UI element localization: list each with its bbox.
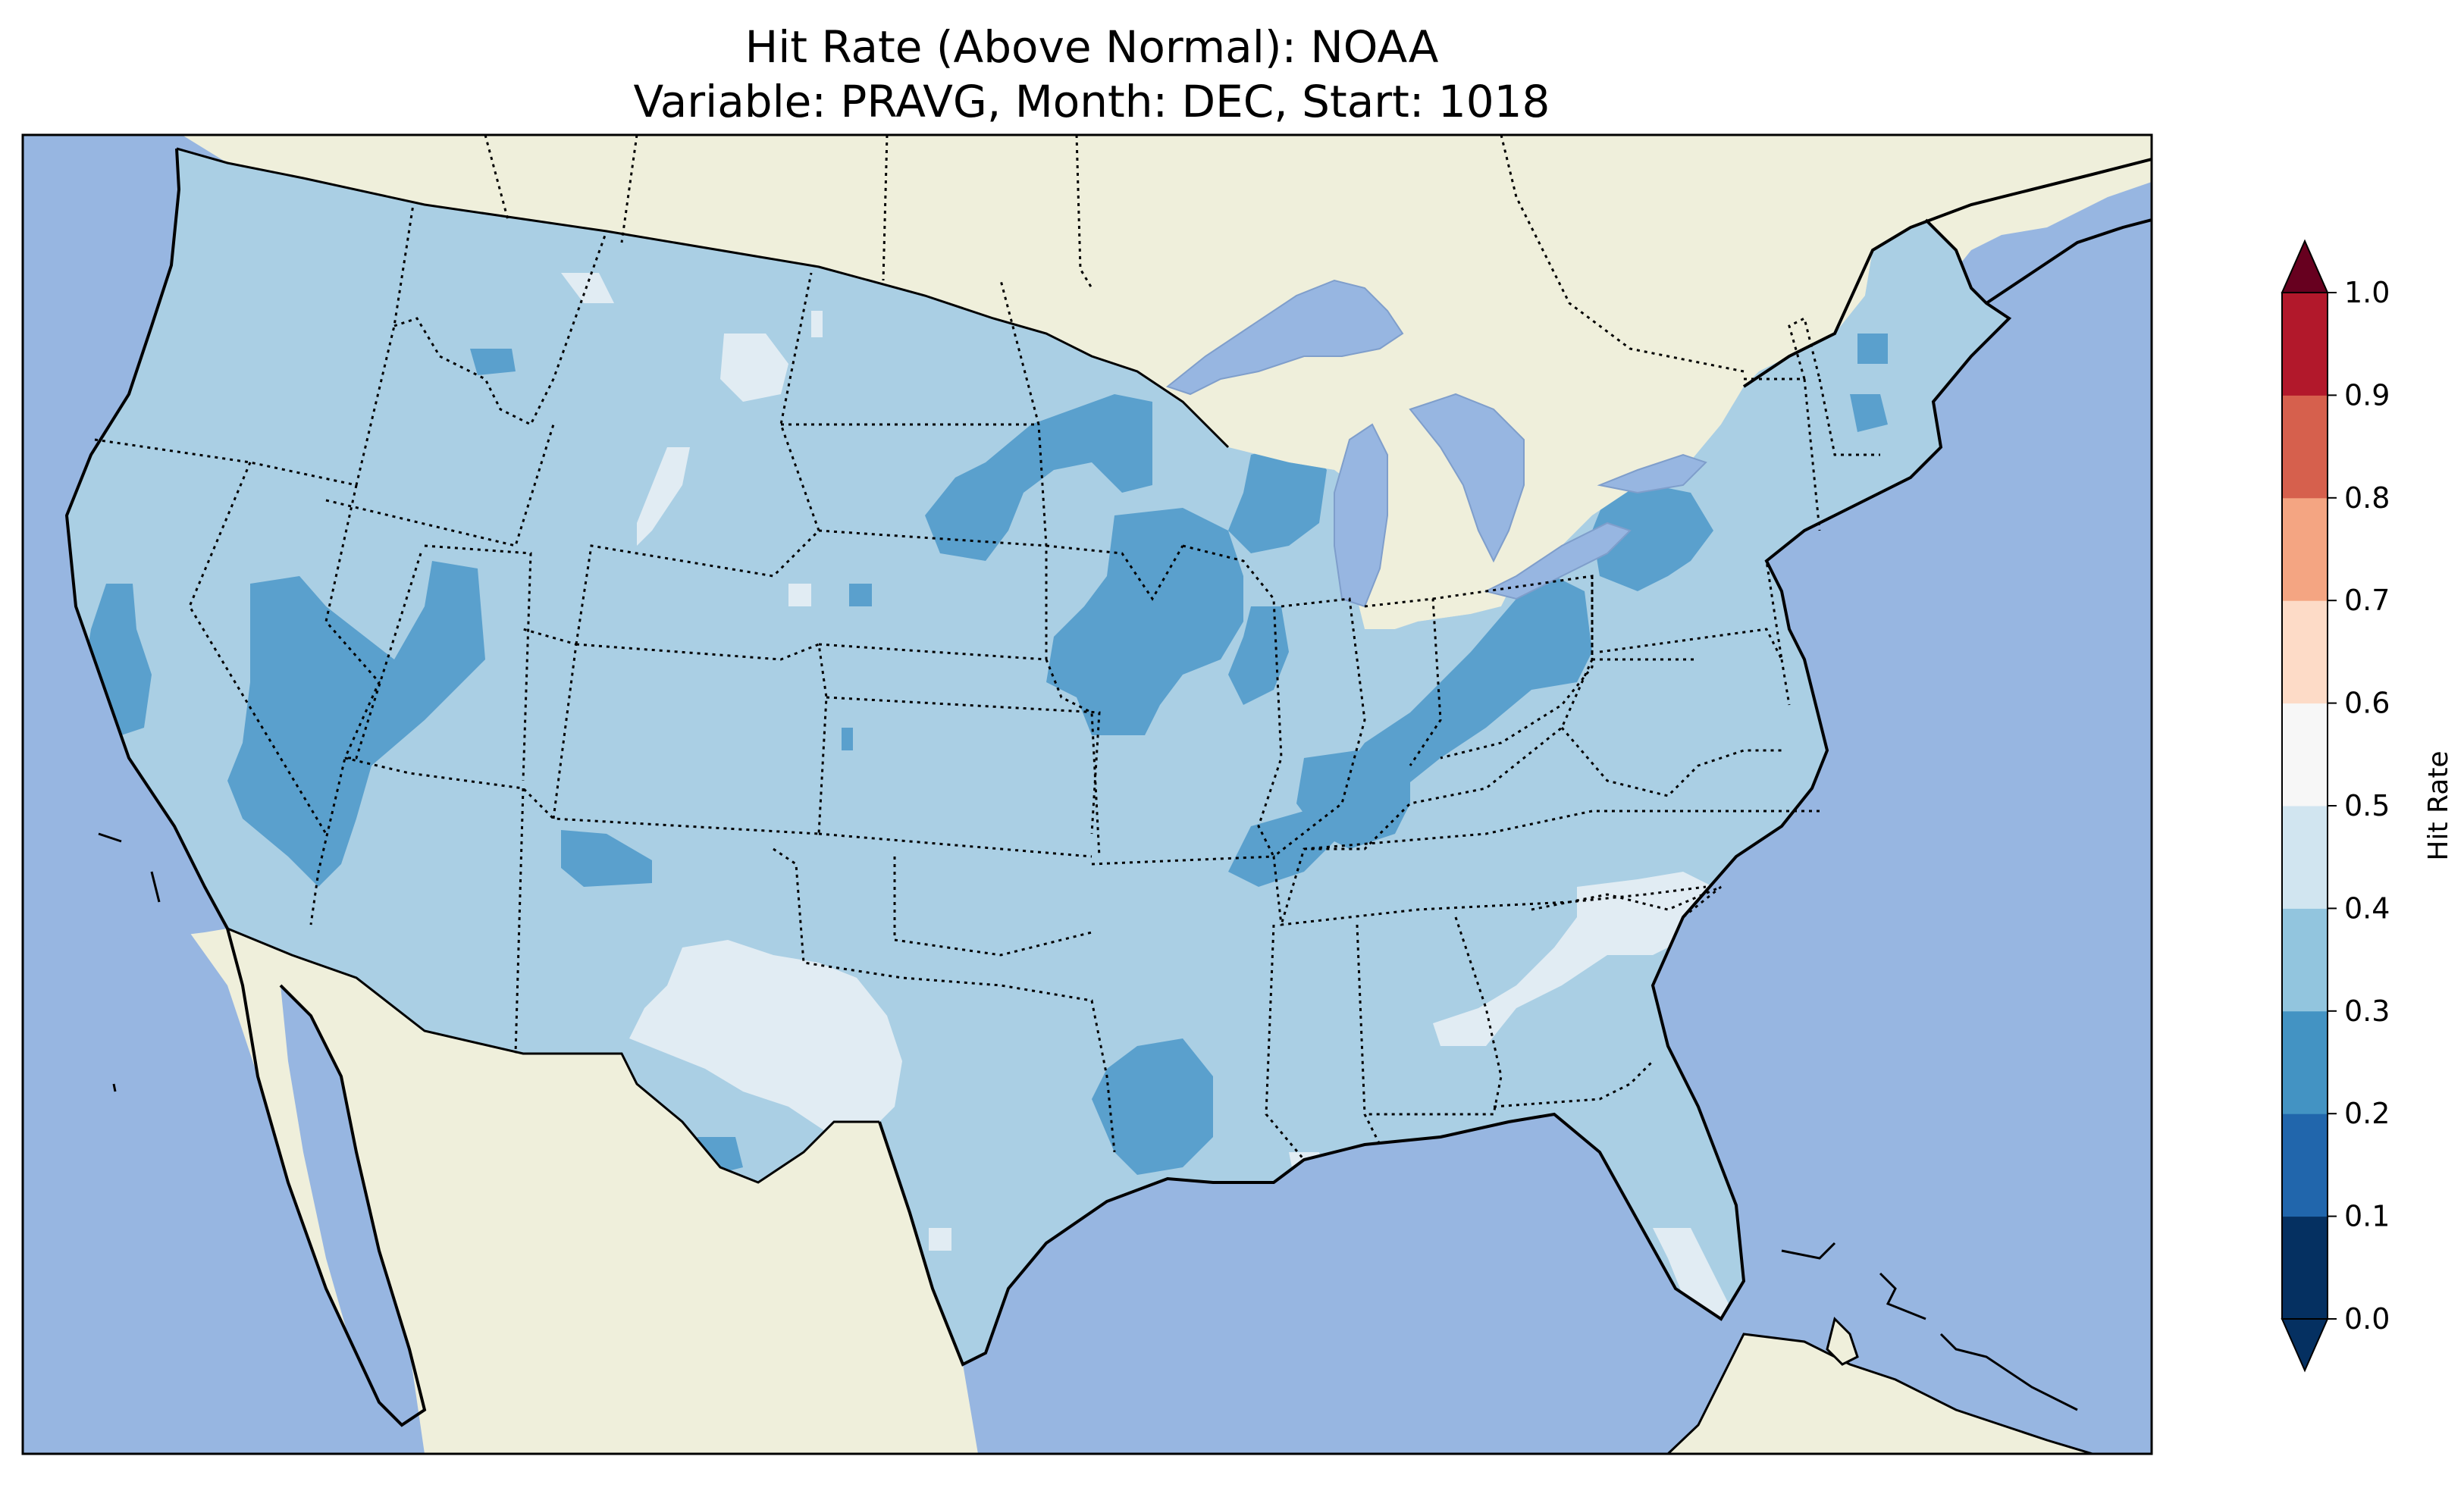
land-cuba-isle — [1826, 1317, 1859, 1366]
province-borders — [484, 135, 1745, 373]
state-borders — [94, 204, 1880, 1160]
low-hit-area — [1296, 750, 1410, 849]
colorbar-label: Hit Rate — [2423, 750, 2454, 860]
colorbar-bin — [2282, 703, 2328, 807]
lake-michigan — [1334, 423, 1388, 608]
chart-title: Hit Rate (Above Normal): NOAA Variable: … — [0, 20, 2183, 129]
colorbar-tick-label: 0.7 — [2344, 584, 2390, 617]
title-line-2: Variable: PRAVG, Month: DEC, Start: 1018 — [633, 76, 1550, 127]
colorbar-bin — [2282, 1010, 2328, 1114]
low-hit-area — [925, 394, 1152, 561]
low-hit-area — [470, 349, 516, 375]
colorbar-over-arrow — [2281, 239, 2329, 293]
colorbar-bin — [2282, 395, 2328, 499]
colorbar-tick-label: 0.8 — [2344, 481, 2390, 515]
islands — [98, 832, 2078, 1411]
low-hit-area — [1092, 1038, 1213, 1175]
high-hit-area — [629, 940, 902, 1137]
high-hit-area — [811, 311, 823, 337]
great-lakes — [1165, 279, 1707, 608]
low-hit-area — [227, 561, 485, 887]
high-hit-area — [561, 273, 614, 303]
colorbar-tick-label: 0.1 — [2344, 1200, 2390, 1233]
colorbar-tick-label: 0.0 — [2344, 1302, 2390, 1336]
lake-huron — [1409, 393, 1525, 563]
land-canada — [182, 135, 2152, 629]
low-hit-area — [1857, 334, 1888, 364]
colorbar-bin — [2282, 1113, 2328, 1217]
nova-scotia-coastline — [1985, 218, 2152, 305]
low-hit-area — [849, 584, 872, 606]
high-hit-area — [788, 584, 811, 606]
title-line-1: Hit Rate (Above Normal): NOAA — [745, 21, 1439, 73]
colorbar-bin — [2282, 600, 2328, 704]
high-hit-area — [1653, 1228, 1736, 1326]
colorbar-bin — [2282, 293, 2328, 396]
low-hit-area — [1592, 485, 1713, 591]
high-hit-area — [929, 1228, 951, 1251]
pacific-south — [23, 932, 394, 1454]
colorbar-tick-label: 0.3 — [2344, 994, 2390, 1028]
colorbar-tick-label: 0.5 — [2344, 789, 2390, 822]
high-hit-area — [1433, 872, 1713, 1046]
low-hit-area — [1342, 576, 1592, 796]
colorbar-under-arrow — [2281, 1318, 2329, 1373]
low-hit-area — [842, 728, 853, 750]
colorbar-ticks: 0.0 0.1 0.2 0.3 0.4 0.5 0.6 0.7 0.8 0.9 1.0 — [2328, 276, 2390, 1336]
lake-ontario — [1597, 453, 1707, 494]
map-frame — [21, 133, 2153, 1455]
colorbar-tick-label: 0.2 — [2344, 1097, 2390, 1130]
low-hit-area — [1046, 508, 1243, 735]
colorbar-tick-label: 0.6 — [2344, 687, 2390, 720]
colorbar-tick-label: 1.0 — [2344, 276, 2390, 309]
low-hit-area — [1850, 394, 1888, 432]
colorbar-bin — [2282, 497, 2328, 601]
colorbar-bin — [2282, 908, 2328, 1012]
us-coastline — [64, 148, 2012, 1367]
colorbar-bin — [2282, 806, 2328, 909]
low-hit-area — [561, 830, 652, 887]
gulf-of-california — [281, 985, 425, 1454]
high-hit-area — [720, 334, 788, 402]
international-border — [176, 147, 1230, 1184]
lake-superior — [1165, 279, 1404, 396]
low-hit-area — [1228, 606, 1289, 705]
colorbar-tick-label: 0.4 — [2344, 891, 2390, 925]
colorbar-bin — [2282, 1216, 2328, 1320]
canada-coastline — [1742, 158, 2152, 388]
low-hit-area — [1228, 440, 1327, 553]
colorbar-bins — [2282, 293, 2328, 1320]
lake-erie — [1484, 521, 1632, 600]
baja-coastline — [226, 928, 427, 1427]
colorbar-tick-label: 0.9 — [2344, 378, 2390, 412]
high-hit-area — [637, 447, 690, 546]
